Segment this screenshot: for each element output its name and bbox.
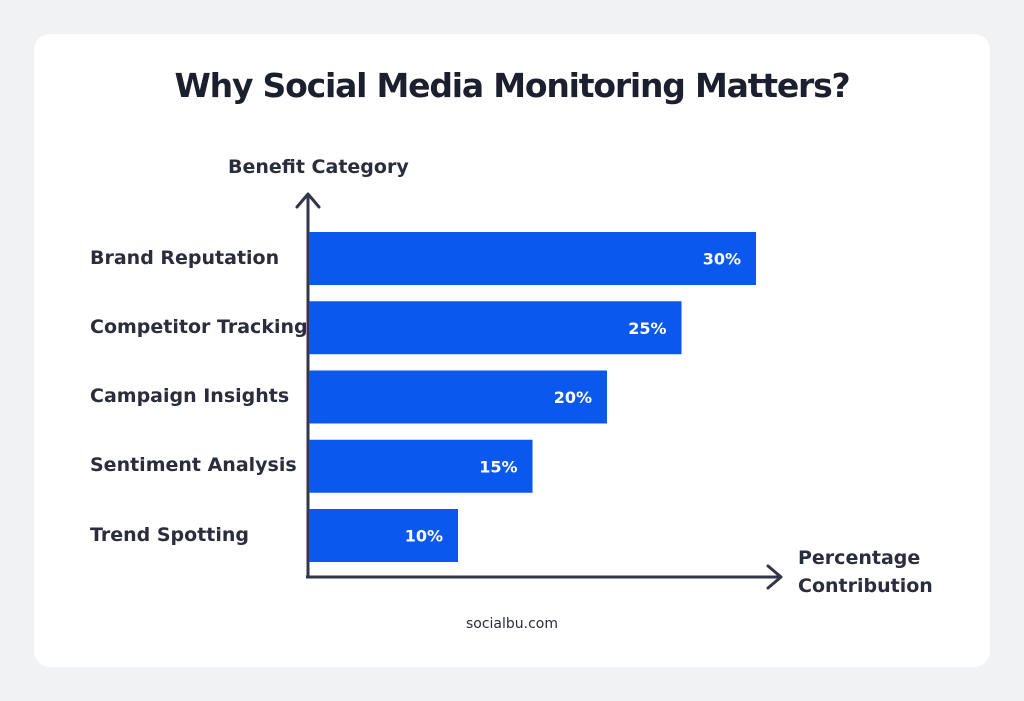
y-axis-title: Benefit Category [228,156,409,178]
bar-value-label-2: 20% [554,388,592,407]
bar-4 [309,509,458,562]
x-axis-title-line-1: Percentage [798,547,921,569]
y-axis-arrow-icon [295,192,321,209]
bar-value-label-3: 15% [479,457,517,476]
category-label-0: Brand Reputation [90,246,280,269]
category-label-4: Trend Spotting [90,523,250,546]
bar-1 [309,301,682,355]
bar-value-label-1: 25% [628,319,666,338]
bar-3 [309,439,533,493]
source-footer: socialbu.com [465,616,559,632]
bar-2 [309,370,607,424]
bar-value-label-4: 10% [405,527,443,546]
bar-value-label-0: 30% [703,250,741,269]
x-axis-arrow-icon [766,564,783,590]
chart-title: Why Social Media Monitoring Matters? [174,66,850,105]
category-label-3: Sentiment Analysis [90,454,297,477]
bar-0 [309,232,756,285]
category-label-2: Campaign Insights [90,385,290,407]
category-label-1: Competitor Tracking [90,315,308,338]
x-axis-title-line-2: Contribution [798,575,933,597]
